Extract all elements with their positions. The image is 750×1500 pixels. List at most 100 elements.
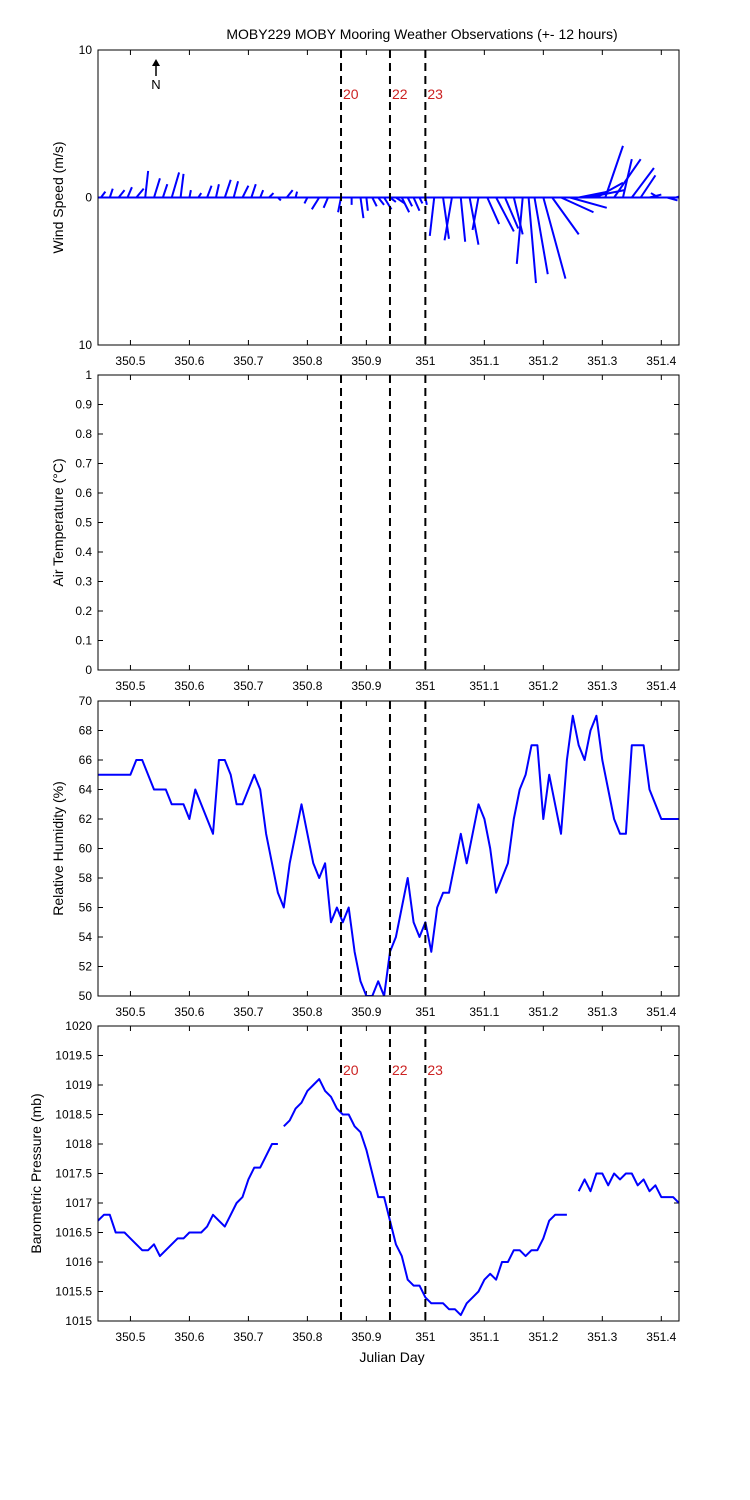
data-layer — [98, 1078, 679, 1317]
y-tick-label: 0.6 — [75, 486, 92, 500]
x-tick-label: 351.3 — [587, 679, 617, 693]
y-tick-label: 1020 — [65, 1019, 92, 1033]
panels-group: 350.5 350.6 350.7 350.8 350.9 351 351.1 351.2 35… — [28, 43, 680, 1344]
wind-vector — [179, 173, 185, 198]
x-tick-label: 350.9 — [351, 679, 381, 693]
plot-frame — [97, 700, 680, 997]
panel-wind: 350.5 350.6 350.7 350.8 350.9 351 351.1 351.2 35… — [50, 43, 680, 368]
wind-vector — [153, 178, 161, 198]
y-axis-label: Relative Humidity (%) — [50, 781, 66, 916]
x-tick-label: 350.6 — [174, 1005, 204, 1019]
x-tick-label: 350.7 — [233, 1005, 263, 1019]
wind-vector — [117, 189, 126, 199]
wind-vector — [377, 196, 385, 206]
wind-vector — [650, 192, 659, 199]
wind-vector — [303, 197, 309, 204]
y-tick-label: 0.3 — [75, 575, 92, 589]
x-tick-label: 350.9 — [351, 354, 381, 368]
wind-vector — [569, 196, 608, 209]
x-tick-label: 350.9 — [351, 1330, 381, 1344]
y-tick-label: 0 — [85, 191, 92, 205]
y-tick-label: 68 — [79, 724, 93, 738]
north-label: N — [151, 77, 160, 92]
y-tick-label: 0.8 — [75, 427, 92, 441]
wind-vector — [412, 197, 421, 212]
event-label: 20 — [343, 86, 359, 102]
wind-vector — [294, 191, 299, 198]
y-tick-label: 64 — [79, 783, 93, 797]
wind-vector — [126, 186, 133, 198]
wind-vector — [527, 197, 537, 284]
y-tick-label: 1015.5 — [55, 1285, 92, 1299]
y-tick-label: 70 — [79, 694, 93, 708]
wind-vector — [400, 197, 411, 213]
x-tick-label: 351.1 — [469, 1330, 499, 1344]
y-tick-label: 0.9 — [75, 398, 92, 412]
x-tick-label: 351.4 — [646, 354, 676, 368]
x-tick-label: 350.8 — [292, 1330, 322, 1344]
y-axis-label: Barometric Pressure (mb) — [28, 1093, 44, 1253]
y-tick-label: 1 — [85, 368, 92, 382]
x-tick-label: 350.6 — [174, 1330, 204, 1344]
y-tick-label: 52 — [79, 960, 93, 974]
x-tick-label: 351.4 — [646, 1330, 676, 1344]
wind-vector — [259, 189, 265, 198]
x-tick-label: 351.3 — [587, 1005, 617, 1019]
x-tick-label: 351.3 — [587, 354, 617, 368]
wind-vector — [621, 158, 633, 198]
x-tick-label: 351.2 — [528, 1330, 558, 1344]
x-tick-label: 351.1 — [469, 354, 499, 368]
x-tick-label: 350.6 — [174, 354, 204, 368]
y-axis-label: Air Temperature (°C) — [50, 458, 66, 586]
x-tick-label: 351.2 — [528, 679, 558, 693]
wind-vector — [359, 197, 365, 219]
x-tick-label: 351.4 — [646, 1005, 676, 1019]
y-tick-label: 10 — [79, 338, 93, 352]
y-tick-label: 1016 — [65, 1255, 92, 1269]
wind-vector — [197, 192, 203, 199]
plot-frame — [97, 1025, 680, 1322]
wind-vector — [443, 197, 453, 241]
x-tick-label: 350.8 — [292, 679, 322, 693]
wind-vector — [108, 188, 114, 198]
panel-airtemp: 350.5 350.6 350.7 350.8 350.9 351 351.1 351.2 35… — [50, 368, 680, 693]
data-layer — [98, 145, 679, 284]
wind-vector — [188, 189, 192, 198]
y-tick-label: 1017.5 — [55, 1167, 92, 1181]
x-tick-label: 350.7 — [233, 679, 263, 693]
wind-vector — [214, 184, 220, 198]
y-tick-label: 66 — [79, 753, 93, 767]
wind-vector — [100, 191, 107, 199]
wind-vector — [504, 197, 520, 229]
wind-vector — [604, 145, 624, 198]
x-tick-label: 351 — [415, 1330, 435, 1344]
y-tick-label: 0 — [85, 663, 92, 677]
wind-vector — [310, 196, 321, 210]
x-tick-label: 350.5 — [115, 1330, 145, 1344]
y-tick-label: 56 — [79, 901, 93, 915]
x-axis-label: Julian Day — [359, 1349, 424, 1365]
wind-vector — [371, 197, 378, 207]
wind-vector — [223, 179, 232, 198]
y-tick-label: 1017 — [65, 1196, 92, 1210]
plot-frame — [97, 374, 680, 671]
y-tick-label: 60 — [79, 842, 93, 856]
x-tick-label: 350.8 — [292, 1005, 322, 1019]
y-tick-label: 1016.5 — [55, 1226, 92, 1240]
event-label: 23 — [427, 86, 443, 102]
y-tick-label: 1015 — [65, 1314, 92, 1328]
y-tick-label: 0.1 — [75, 634, 92, 648]
wind-vector — [560, 196, 594, 214]
wind-vector — [322, 197, 329, 209]
wind-vector — [675, 195, 679, 199]
wind-vector — [406, 197, 413, 207]
y-tick-label: 1019.5 — [55, 1049, 92, 1063]
event-label: 22 — [392, 86, 408, 102]
y-tick-label: 10 — [79, 43, 93, 57]
wind-vector — [639, 174, 657, 199]
x-tick-label: 350.9 — [351, 1005, 381, 1019]
event-label: 23 — [427, 1062, 443, 1078]
x-tick-label: 351.2 — [528, 354, 558, 368]
